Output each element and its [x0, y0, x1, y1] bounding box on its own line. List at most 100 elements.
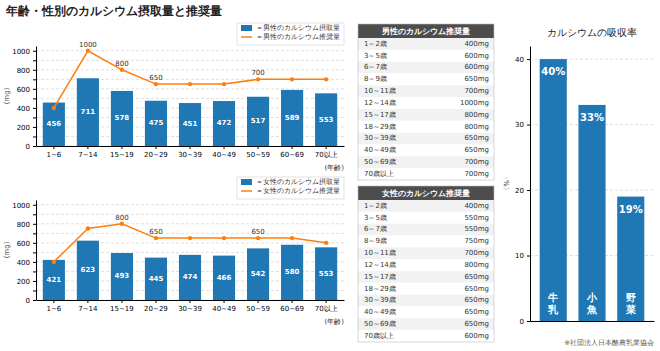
- bar-label: 578: [115, 114, 130, 122]
- legend: ＝女性のカルシウム摂取量＝女性のカルシウム推奨量: [237, 177, 344, 199]
- table-cell: [358, 97, 494, 109]
- tick-mark: [155, 300, 156, 303]
- table-row-label: 30～39歳: [364, 134, 396, 142]
- table-cell: [358, 271, 494, 283]
- table-value: 700mg: [464, 87, 489, 95]
- table-value: 650mg: [464, 273, 489, 281]
- table-cell: [358, 62, 494, 74]
- line-marker: [256, 77, 260, 81]
- axis-line: [36, 47, 37, 147]
- y-tick: [33, 136, 36, 137]
- y-tick: 10: [515, 252, 530, 260]
- tick-label: 0: [520, 318, 524, 326]
- y-tick: 20: [515, 187, 530, 195]
- table-row-label: 6～7歳: [364, 63, 387, 71]
- table-row: 40～49歳650mg: [358, 307, 494, 319]
- tick-label: 50~59: [246, 305, 270, 313]
- table-row: 15～17歳800mg: [358, 109, 494, 121]
- table-row: 70歳以上700mg: [358, 168, 494, 180]
- line-marker: [222, 82, 226, 86]
- tick-label: 30~39: [178, 151, 202, 159]
- x-tick: 70以上: [315, 300, 338, 313]
- y-tick: 0: [26, 297, 36, 305]
- y-tick: [33, 60, 36, 61]
- table-row: 1～2歳400mg: [358, 38, 494, 50]
- tick-mark: [121, 146, 122, 149]
- bar-label: 451: [183, 120, 198, 128]
- bar-category-label: 牛乳: [547, 292, 559, 315]
- table-row: 10～11歳700mg: [358, 247, 494, 259]
- tick-label: 15~19: [110, 305, 134, 313]
- tick-label: 7~14: [78, 305, 98, 313]
- tick-mark: [33, 127, 36, 128]
- table-row-label: 3～5歳: [364, 214, 387, 222]
- bar: [281, 245, 303, 300]
- y-tick: [33, 233, 36, 234]
- bar: [111, 91, 133, 146]
- table-row-label: 8～9歳: [364, 75, 387, 83]
- grid-line: [36, 50, 344, 51]
- y-tick: 400: [17, 259, 36, 267]
- table-row: 8～9歳750mg: [358, 236, 494, 248]
- table-value: 650mg: [464, 285, 489, 293]
- legend-item: ＝男性のカルシウム推奨量: [241, 33, 340, 41]
- line-marker: [86, 226, 90, 230]
- x-tick: 20~29: [144, 146, 168, 159]
- tick-label: 0: [26, 297, 30, 305]
- tick-mark: [33, 205, 36, 206]
- bar-label: 711: [81, 108, 96, 116]
- table-value: 650mg: [464, 75, 489, 83]
- grid-line: [36, 214, 344, 215]
- x-axis: [531, 321, 655, 322]
- tick-mark: [87, 146, 88, 149]
- x-tick: 20~29: [144, 300, 168, 313]
- tick-label: 70以上: [315, 305, 338, 313]
- table-cell: [358, 212, 494, 224]
- line-marker: [188, 82, 192, 86]
- table-row-label: 15～17歳: [364, 273, 396, 281]
- tick-label: 0: [26, 143, 30, 151]
- y-tick: 40: [515, 56, 530, 64]
- table-cell: [358, 318, 494, 330]
- axis-line: [530, 47, 531, 322]
- table-title: 女性のカルシウム推奨量: [381, 189, 470, 198]
- x-tick: 15~19: [110, 146, 134, 159]
- bar: [145, 258, 167, 300]
- table-cell: [358, 50, 494, 62]
- tick-mark: [87, 300, 88, 303]
- tick-label: 15~19: [110, 151, 134, 159]
- grid-line: [36, 223, 344, 224]
- table-row-label: 1～2歳: [364, 40, 387, 48]
- table-value: 600mg: [464, 332, 489, 340]
- table-cell: [358, 247, 494, 259]
- axis-line: [531, 321, 655, 322]
- y-tick: [33, 214, 36, 215]
- tick-label: 20~29: [144, 151, 168, 159]
- bar: [179, 255, 201, 300]
- table-value: 700mg: [464, 249, 489, 257]
- y-tick: 800: [17, 67, 36, 75]
- x-tick: 7~14: [78, 146, 98, 159]
- tick-label: 7~14: [78, 151, 98, 159]
- y-tick: [33, 117, 36, 118]
- table-row: 50～69歳650mg: [358, 318, 494, 330]
- table-row: 40～49歳650mg: [358, 145, 494, 157]
- legend-label: ＝男性のカルシウム摂取量: [256, 24, 340, 32]
- data-labels: 4567115784754514725175895531000800650700: [47, 41, 334, 129]
- table-cell: [358, 330, 494, 342]
- table-cell: [358, 121, 494, 133]
- table-row-label: 50～69歳: [364, 320, 396, 328]
- y-tick: 1000: [12, 202, 36, 210]
- table-row-label: 30～39歳: [364, 296, 396, 304]
- bar: [578, 105, 605, 321]
- tick-mark: [33, 89, 36, 90]
- bar-label: 40%: [541, 66, 565, 77]
- table-row: 18～29歳800mg: [358, 121, 494, 133]
- bar-label: 493: [115, 272, 130, 280]
- tick-mark: [326, 146, 327, 149]
- bar-label: 445: [149, 275, 164, 283]
- tick-mark: [33, 262, 36, 263]
- bar: [43, 103, 65, 146]
- table-row-label: 70歳以上: [364, 170, 394, 178]
- y-axis: 010203040: [515, 47, 530, 326]
